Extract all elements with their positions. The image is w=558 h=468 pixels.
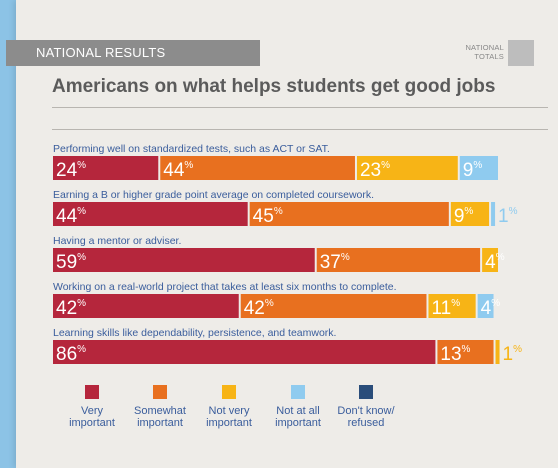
legend-label: Very important [69,405,115,429]
chart-top-divider [52,129,548,130]
legend-item-very-important: Very important [52,385,132,429]
legend-swatch [291,385,305,399]
legend-swatch [359,385,373,399]
national-totals-swatch [508,40,534,66]
value-label: 4% [485,252,505,273]
value-label: 11% [431,298,460,319]
value-label: 42% [244,298,274,319]
bar-segment [53,340,436,364]
title-divider [52,107,548,108]
value-label: 86% [56,344,86,365]
bar-segment [491,202,496,226]
bar-segment [495,340,500,364]
bar-segment [240,294,427,318]
bar-segment [53,156,159,180]
bar-segment [437,340,494,364]
stacked-bar-chart: Performing well on standardized tests, s… [53,143,523,365]
value-label: 4% [481,298,501,319]
value-label: 13% [440,344,470,365]
value-label: 44% [56,206,86,227]
question-label: Earning a B or higher grade point averag… [53,189,374,201]
legend-swatch [222,385,236,399]
legend-label: Not at all important [275,405,321,429]
legend: Very important Somewhat important Not very… [0,385,558,465]
national-totals-label: NATIONAL TOTALS [465,43,504,61]
value-label: 1% [503,344,523,365]
value-label: 37% [320,252,350,273]
bar-segment [482,248,498,272]
legend-swatch [85,385,99,399]
bar-segment [160,156,355,180]
value-label: 9% [454,206,474,227]
bar-segment [477,294,494,318]
value-label: 59% [56,252,86,273]
legend-label: Somewhat important [134,405,186,429]
bar-segment [450,202,490,226]
question-label: Learning skills like dependability, pers… [53,327,336,339]
legend-item-not-very-important: Not very important [189,385,269,429]
value-label: 44% [163,160,193,181]
value-label: 1% [498,206,518,227]
bar-segment [249,202,449,226]
section-banner: NATIONAL RESULTS [6,40,260,66]
bar-segment [316,248,481,272]
value-label: 42% [56,298,86,319]
bar-segment [53,248,315,272]
bar-segment [53,294,239,318]
value-label: 45% [253,206,283,227]
question-label: Having a mentor or adviser. [53,235,181,247]
bar-segment [356,156,458,180]
question-label: Working on a real-world project that tak… [53,281,397,293]
value-label: 9% [463,160,483,181]
value-label: 23% [360,160,390,181]
legend-label: Not very important [206,405,252,429]
legend-item-somewhat-important: Somewhat important [120,385,200,429]
chart-title: Americans on what helps students get goo… [52,76,496,97]
legend-label: Don't know/refused [337,405,395,429]
legend-swatch [153,385,167,399]
legend-item-not-at-all-important: Not at all important [258,385,338,429]
bar-segment [428,294,476,318]
bar-segment [459,156,498,180]
legend-item-dont-know-refused: Don't know/refused [326,385,406,429]
question-label: Performing well on standardized tests, s… [53,143,330,155]
value-label: 24% [56,160,86,181]
chart-card [16,0,558,468]
bar-segment [53,202,248,226]
